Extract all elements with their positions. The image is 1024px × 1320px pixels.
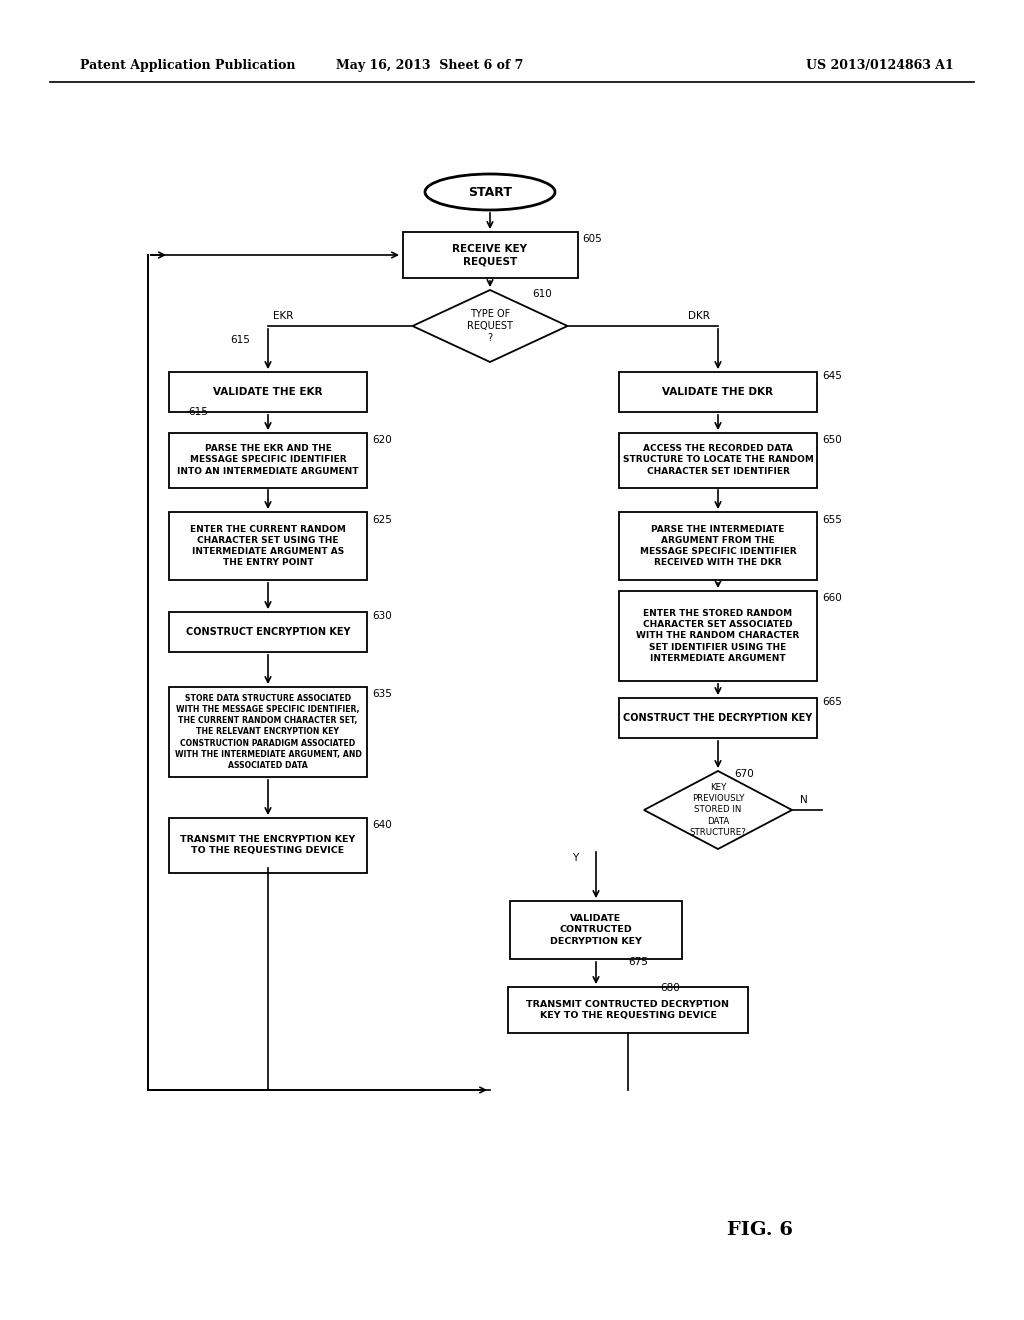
Bar [169,686,367,777]
Text: 615: 615 [188,407,208,417]
Text: VALIDATE THE DKR: VALIDATE THE DKR [663,387,773,397]
Text: 610: 610 [532,289,552,300]
Bar [169,817,367,873]
Text: Y: Y [572,853,579,863]
Text: 655: 655 [822,515,842,525]
Text: 620: 620 [372,436,392,445]
Text: VALIDATE THE EKR: VALIDATE THE EKR [213,387,323,397]
Bar [169,512,367,579]
Text: 680: 680 [660,983,680,993]
Text: 675: 675 [628,957,648,968]
Text: 605: 605 [582,234,602,244]
Bar [169,612,367,652]
Text: 645: 645 [822,371,842,381]
Text: US 2013/0124863 A1: US 2013/0124863 A1 [806,58,954,71]
Text: 660: 660 [822,593,842,603]
Bar [618,433,817,487]
Bar [169,372,367,412]
Text: TYPE OF
REQUEST
?: TYPE OF REQUEST ? [467,309,513,343]
Text: 670: 670 [734,770,754,779]
Text: RECEIVE KEY
REQUEST: RECEIVE KEY REQUEST [453,244,527,267]
Text: START: START [468,186,512,198]
Text: TRANSMIT CONTRUCTED DECRYPTION
KEY TO THE REQUESTING DEVICE: TRANSMIT CONTRUCTED DECRYPTION KEY TO TH… [526,1001,729,1020]
Text: Patent Application Publication: Patent Application Publication [80,58,296,71]
Text: STORE DATA STRUCTURE ASSOCIATED
WITH THE MESSAGE SPECIFIC IDENTIFIER,
THE CURREN: STORE DATA STRUCTURE ASSOCIATED WITH THE… [174,694,361,770]
Text: EKR: EKR [273,312,293,321]
Bar [618,698,817,738]
Text: 635: 635 [372,689,392,700]
Text: PARSE THE INTERMEDIATE
ARGUMENT FROM THE
MESSAGE SPECIFIC IDENTIFIER
RECEIVED WI: PARSE THE INTERMEDIATE ARGUMENT FROM THE… [640,525,797,568]
Bar [169,433,367,487]
Bar [402,232,578,279]
Text: 625: 625 [372,515,392,525]
Text: DKR: DKR [688,312,710,321]
Text: TRANSMIT THE ENCRYPTION KEY
TO THE REQUESTING DEVICE: TRANSMIT THE ENCRYPTION KEY TO THE REQUE… [180,836,355,855]
Bar [508,987,748,1034]
Bar [618,372,817,412]
Text: CONSTRUCT THE DECRYPTION KEY: CONSTRUCT THE DECRYPTION KEY [624,713,813,723]
Text: ENTER THE STORED RANDOM
CHARACTER SET ASSOCIATED
WITH THE RANDOM CHARACTER
SET I: ENTER THE STORED RANDOM CHARACTER SET AS… [636,610,800,663]
Text: 615: 615 [230,335,250,345]
Text: 650: 650 [822,436,842,445]
Bar [510,902,682,960]
Ellipse shape [425,174,555,210]
Text: May 16, 2013  Sheet 6 of 7: May 16, 2013 Sheet 6 of 7 [336,58,523,71]
Bar [618,591,817,681]
Bar [618,512,817,579]
Text: FIG. 6: FIG. 6 [727,1221,793,1239]
Text: 665: 665 [822,697,842,708]
Polygon shape [413,290,567,362]
Text: ACCESS THE RECORDED DATA
STRUCTURE TO LOCATE THE RANDOM
CHARACTER SET IDENTIFIER: ACCESS THE RECORDED DATA STRUCTURE TO LO… [623,445,813,475]
Text: 630: 630 [372,611,392,620]
Text: VALIDATE
CONTRUCTED
DECRYPTION KEY: VALIDATE CONTRUCTED DECRYPTION KEY [550,915,642,945]
Text: KEY
PREVIOUSLY
STORED IN
DATA
STRUCTURE?: KEY PREVIOUSLY STORED IN DATA STRUCTURE? [689,783,746,837]
Text: N: N [800,795,808,805]
Text: ENTER THE CURRENT RANDOM
CHARACTER SET USING THE
INTERMEDIATE ARGUMENT AS
THE EN: ENTER THE CURRENT RANDOM CHARACTER SET U… [190,525,346,568]
Text: PARSE THE EKR AND THE
MESSAGE SPECIFIC IDENTIFIER
INTO AN INTERMEDIATE ARGUMENT: PARSE THE EKR AND THE MESSAGE SPECIFIC I… [177,445,358,475]
Text: 640: 640 [372,820,392,830]
Polygon shape [644,771,792,849]
Text: CONSTRUCT ENCRYPTION KEY: CONSTRUCT ENCRYPTION KEY [185,627,350,638]
